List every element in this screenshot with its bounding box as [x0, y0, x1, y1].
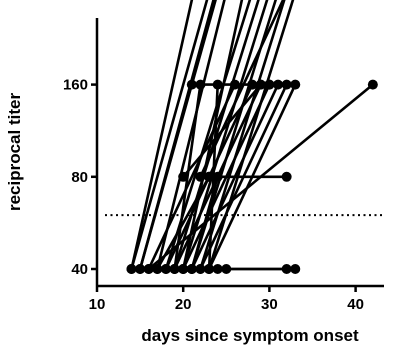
series-line	[130, 0, 209, 270]
y-tick-label: 80	[71, 169, 88, 186]
series-line	[207, 0, 295, 270]
data-point	[143, 264, 154, 274]
series-line	[156, 0, 226, 270]
y-tick-label: 160	[63, 77, 88, 94]
data-point	[281, 264, 292, 274]
data-point	[212, 79, 223, 90]
data-point	[160, 264, 171, 274]
data-point	[195, 264, 206, 274]
data-point	[135, 264, 146, 274]
data-point	[273, 79, 284, 90]
data-point	[281, 171, 292, 182]
x-axis-title: days since symptom onset	[141, 326, 359, 345]
data-point	[290, 264, 301, 274]
series-line	[156, 176, 211, 270]
x-axis-ticks: 10 20 30 40	[89, 286, 364, 313]
data-point	[169, 264, 180, 274]
series-line	[138, 0, 217, 270]
x-tick-label: 30	[261, 296, 278, 313]
data-point	[204, 264, 215, 274]
data-point	[212, 264, 223, 274]
x-tick-label: 20	[175, 296, 192, 313]
data-point	[204, 171, 215, 182]
x-tick-label: 40	[347, 296, 364, 313]
y-axis-title: reciprocal titer	[5, 93, 24, 211]
data-point	[126, 264, 137, 274]
data-point	[195, 79, 206, 90]
series-line	[190, 176, 219, 270]
data-point	[221, 264, 232, 274]
data-point	[229, 79, 240, 90]
series-line	[147, 84, 237, 270]
y-axis-ticks: 40801603209602880	[63, 0, 97, 278]
data-point	[290, 79, 301, 90]
data-point	[281, 79, 292, 90]
x-tick-label: 10	[89, 296, 106, 313]
data-point	[178, 171, 189, 182]
data-point	[152, 264, 163, 274]
series-points	[126, 79, 378, 274]
series-line	[181, 0, 244, 270]
data-point	[195, 171, 206, 182]
data-point	[255, 79, 266, 90]
data-point	[264, 79, 275, 90]
series-line	[199, 0, 285, 178]
series-lines	[130, 0, 374, 271]
series-line	[130, 0, 194, 270]
data-point	[212, 171, 223, 182]
data-point	[186, 79, 197, 90]
y-tick-label: 40	[71, 261, 88, 278]
data-point	[178, 264, 189, 274]
data-point	[186, 264, 197, 274]
data-point	[247, 79, 258, 90]
data-point	[367, 79, 378, 90]
y-tick-label: 320	[63, 0, 88, 1]
